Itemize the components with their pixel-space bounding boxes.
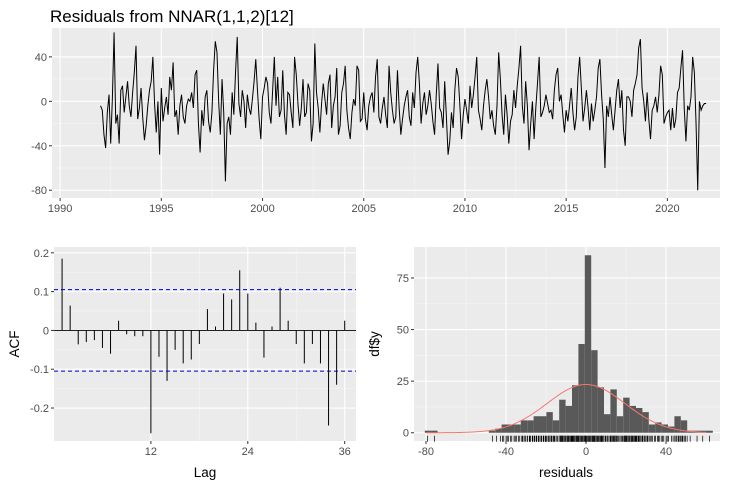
ts-y-tick-label: 40 <box>35 52 47 64</box>
hist-bar <box>488 430 496 433</box>
ts-y-tick-label: -40 <box>31 141 47 153</box>
acf-ylabel: ACF <box>7 331 22 358</box>
ts-x-tick-label: 2015 <box>554 203 578 215</box>
hist-bar <box>674 416 681 433</box>
hist-bar <box>508 424 515 433</box>
hist-bar <box>616 416 624 433</box>
hist-bar <box>648 424 656 433</box>
hist-bar <box>700 430 707 433</box>
hist-rug <box>427 435 710 442</box>
ts-x-tick-label: 1990 <box>48 203 72 215</box>
hist-x-tick-label: -80 <box>418 446 434 458</box>
hist-xlabel: residuals <box>539 465 593 480</box>
hist-bar <box>623 397 630 433</box>
hist-y-tick-label: 0 <box>403 428 409 440</box>
hist-bar <box>546 412 553 433</box>
hist-x-tick-label: -40 <box>498 446 514 458</box>
hist-bar <box>431 430 438 433</box>
acf-x-tick-label: 12 <box>145 446 157 458</box>
hist-bar <box>629 405 636 433</box>
acf-y-tick-label: 0.1 <box>34 287 49 299</box>
hist-bar <box>680 420 688 433</box>
hist-bar <box>572 385 579 433</box>
hist-bar <box>533 416 540 433</box>
hist-bar <box>552 420 560 433</box>
hist-bar <box>501 424 508 433</box>
ts-x-tick-label: 2000 <box>250 203 274 215</box>
hist-bar <box>540 416 547 433</box>
hist-bar <box>495 428 502 433</box>
hist-bar <box>668 426 675 433</box>
hist-bar <box>584 255 592 433</box>
hist-gridlines <box>414 247 720 441</box>
hist-x-tick-label: 0 <box>583 446 589 458</box>
acf-y-tick-label: 0 <box>43 325 49 337</box>
hist-bar <box>565 405 572 433</box>
ts-x-tick-label: 2005 <box>351 203 375 215</box>
acf-bars <box>61 258 346 434</box>
acf-axis-ticks: 12 24 36 -0.2 -0.1 0 0.1 0.2 <box>30 248 351 458</box>
ts-x-tick-label: 2010 <box>453 203 477 215</box>
hist-bar <box>642 412 649 433</box>
hist-bar <box>559 399 566 433</box>
hist-bar <box>661 424 668 433</box>
hist-bar <box>706 430 713 433</box>
hist-y-tick-label: 75 <box>397 273 409 285</box>
acf-x-tick-label: 36 <box>339 446 351 458</box>
acf-xlabel: Lag <box>194 465 217 480</box>
acf-y-tick-label: -0.2 <box>30 403 49 415</box>
hist-bar <box>636 407 643 433</box>
hist-x-tick-label: 40 <box>660 446 672 458</box>
ts-y-tick-label: 0 <box>41 96 47 108</box>
hist-bar <box>578 344 585 433</box>
ts-axis-ticks: 1990 1995 2000 2005 2010 2015 2020 -80 -40 0 40 <box>31 52 680 215</box>
hist-bar <box>591 350 598 433</box>
ts-x-tick-label: 2020 <box>655 203 679 215</box>
hist-ylabel: df$y <box>367 331 382 357</box>
hist-y-tick-label: 25 <box>397 376 409 388</box>
hist-density-curve <box>426 384 707 434</box>
acf-x-tick-label: 24 <box>242 446 254 458</box>
hist-bar <box>597 387 604 433</box>
ts-residual-line <box>100 32 707 191</box>
hist-bars <box>424 255 713 433</box>
hist-bar <box>514 424 521 433</box>
hist-bar <box>424 430 432 433</box>
acf-y-tick-label: -0.1 <box>30 364 49 376</box>
hist-bar <box>520 420 528 433</box>
hist-bar <box>604 414 611 433</box>
acf-panel <box>54 247 356 441</box>
hist-bar <box>655 422 662 433</box>
acf-y-tick-label: 0.2 <box>34 248 49 260</box>
ts-y-tick-label: -80 <box>31 185 47 197</box>
hist-bar <box>610 389 617 433</box>
hist-axis-ticks: -80 -40 0 40 0 25 50 75 <box>397 273 672 458</box>
hist-bar <box>527 420 534 433</box>
hist-y-tick-label: 50 <box>397 325 409 337</box>
ts-gridlines <box>52 28 720 198</box>
chart-title: Residuals from NNAR(1,1,2)[12] <box>50 7 294 26</box>
ts-x-tick-label: 1995 <box>149 203 173 215</box>
